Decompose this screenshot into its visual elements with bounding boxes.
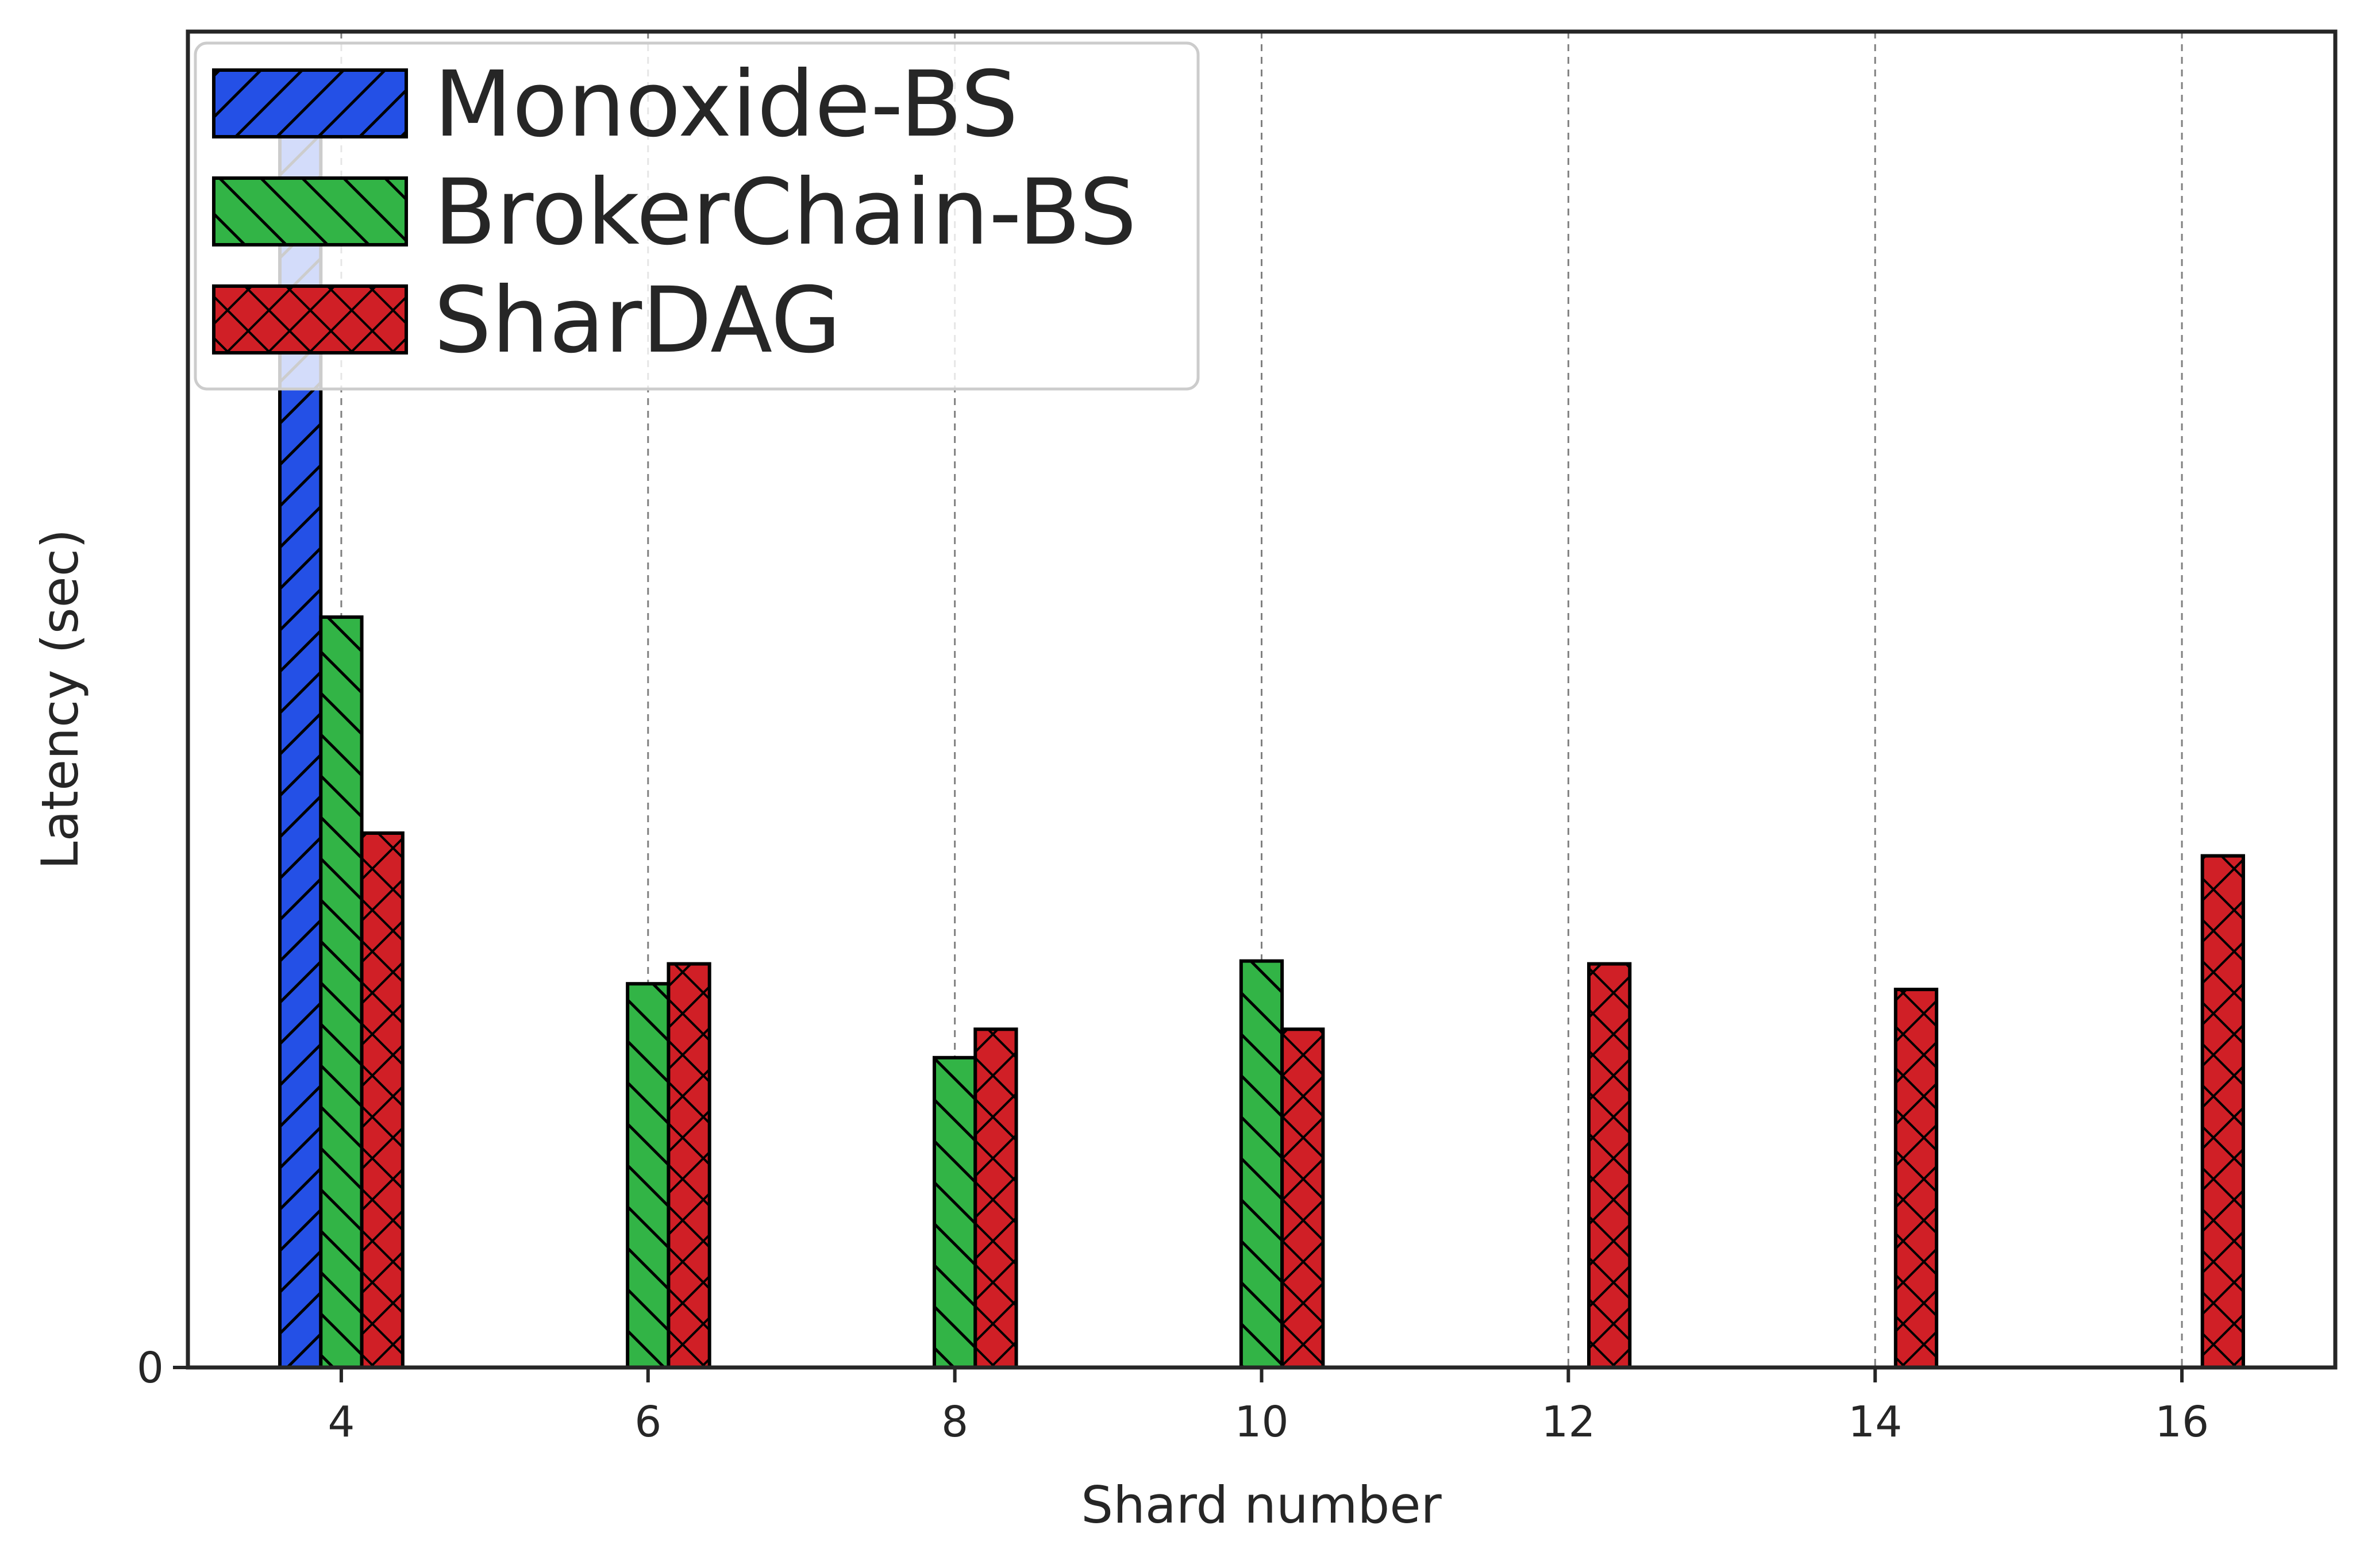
bar	[1587, 962, 1632, 1370]
legend-swatch	[212, 68, 408, 138]
legend-box	[194, 41, 1200, 391]
x-tick-label: 16	[2155, 1397, 2209, 1447]
bar	[360, 831, 405, 1369]
x-tick-label: 14	[1848, 1397, 1902, 1447]
y-axis: 0	[137, 1343, 188, 1393]
x-axis: 4 6 8 10 12 14 16	[328, 1367, 2209, 1447]
bar	[1239, 959, 1284, 1369]
x-axis-label: Shard number	[1081, 1475, 1442, 1535]
y-axis-label: Latency (sec)	[30, 529, 90, 870]
y-tick-label: 0	[137, 1343, 164, 1393]
bar	[667, 962, 711, 1370]
legend-label: SharDAG	[434, 268, 841, 373]
legend-swatch	[212, 284, 408, 355]
bars	[278, 129, 2245, 1370]
bar	[933, 1055, 977, 1369]
bar	[1280, 1027, 1325, 1370]
bar	[1893, 988, 1939, 1369]
legend-swatch	[212, 176, 408, 246]
bar	[973, 1027, 1018, 1370]
bar	[319, 615, 364, 1369]
legend-label: BrokerChain-BS	[434, 160, 1137, 265]
legend-label: Monoxide-BS	[434, 52, 1018, 157]
x-tick-label: 12	[1541, 1397, 1595, 1447]
bar	[2200, 854, 2245, 1369]
x-tick-label: 8	[941, 1397, 968, 1447]
x-tick-label: 10	[1234, 1397, 1288, 1447]
x-tick-label: 6	[634, 1397, 661, 1447]
x-tick-label: 4	[328, 1397, 355, 1447]
bar	[626, 982, 671, 1370]
